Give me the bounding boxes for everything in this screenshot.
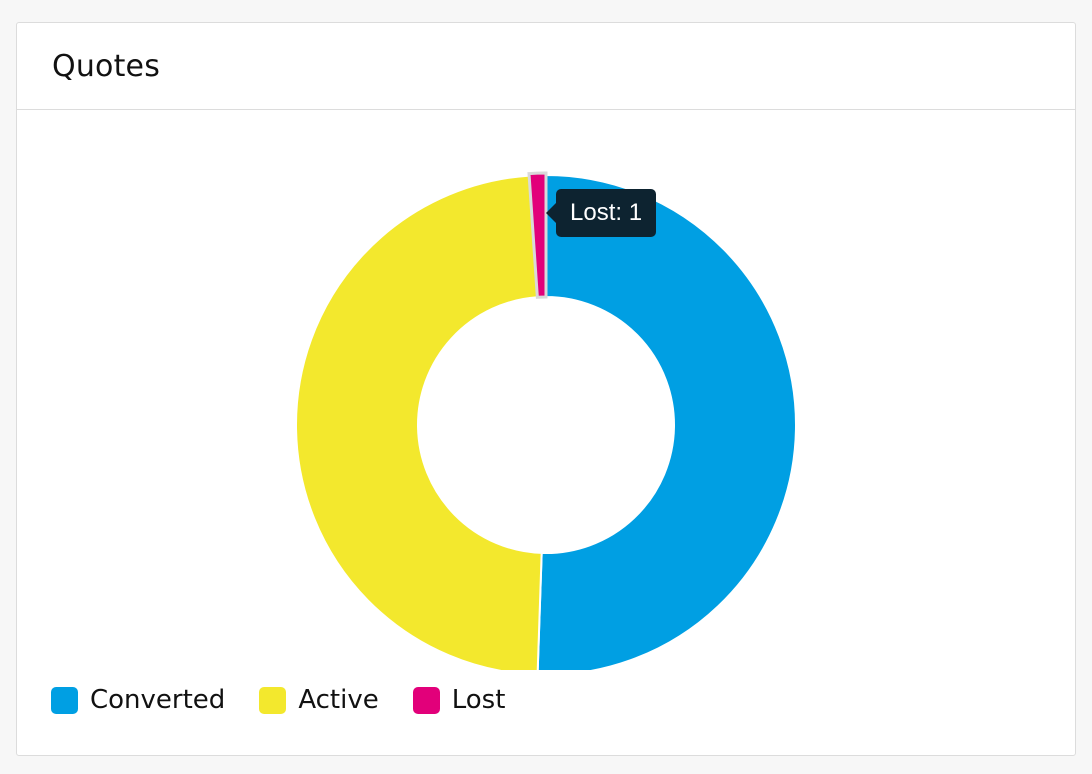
slice-lost[interactable] [527, 171, 548, 299]
legend-item-converted[interactable]: Converted [51, 685, 225, 715]
legend-label: Converted [90, 685, 226, 715]
tooltip-text: Lost: 1 [570, 199, 643, 226]
legend-swatch [259, 686, 287, 714]
card-title: Quotes [52, 48, 161, 84]
legend-swatch [412, 686, 440, 714]
donut-chart[interactable] [17, 110, 1075, 670]
chart-area: Lost: 1 Converted Active Lost [17, 110, 1075, 755]
legend-item-active[interactable]: Active [259, 685, 379, 715]
card-header: Quotes [17, 23, 1075, 110]
legend-label: Lost [451, 685, 506, 715]
legend-label: Active [298, 685, 379, 715]
legend-item-lost[interactable]: Lost [412, 685, 506, 715]
slice-active[interactable] [295, 174, 543, 670]
quotes-card: Quotes Lost: 1 Converted Active Lost [16, 22, 1076, 756]
slice-converted[interactable] [536, 173, 797, 670]
chart-legend: Converted Active Lost [51, 685, 539, 715]
tooltip-arrow [546, 203, 556, 223]
chart-tooltip: Lost: 1 [546, 189, 657, 237]
legend-swatch [51, 686, 78, 714]
